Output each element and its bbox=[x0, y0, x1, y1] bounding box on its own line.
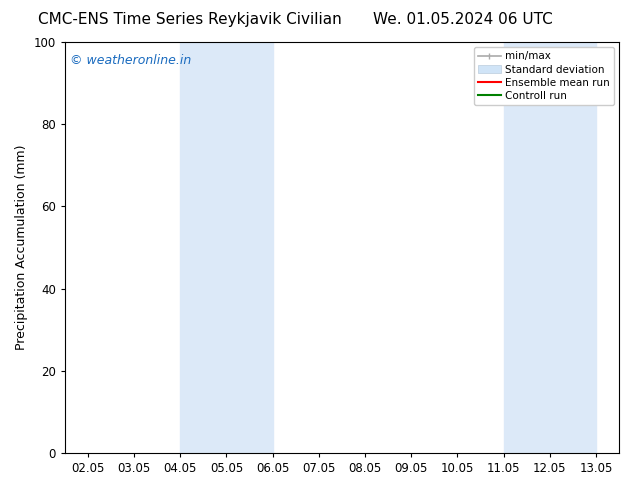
Bar bbox=[180, 42, 273, 453]
Text: © weatheronline.in: © weatheronline.in bbox=[70, 54, 191, 68]
Y-axis label: Precipitation Accumulation (mm): Precipitation Accumulation (mm) bbox=[15, 145, 28, 350]
Text: CMC-ENS Time Series Reykjavik Civilian: CMC-ENS Time Series Reykjavik Civilian bbox=[38, 12, 342, 27]
Bar bbox=[503, 42, 596, 453]
Text: We. 01.05.2024 06 UTC: We. 01.05.2024 06 UTC bbox=[373, 12, 553, 27]
Legend: min/max, Standard deviation, Ensemble mean run, Controll run: min/max, Standard deviation, Ensemble me… bbox=[474, 47, 614, 105]
